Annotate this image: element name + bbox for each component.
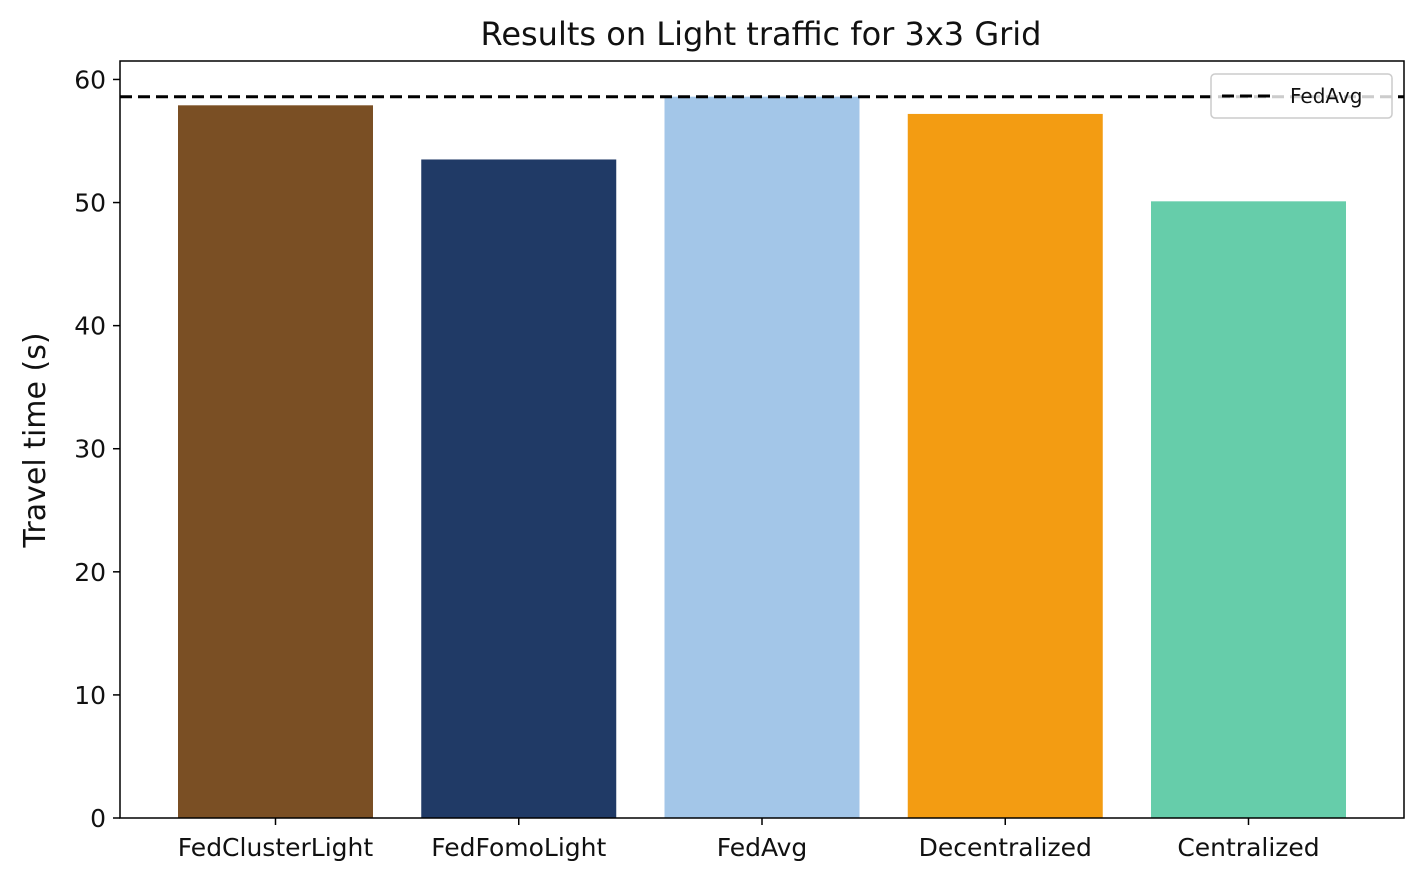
bar-fedfomolight [421,159,617,818]
legend: FedAvg [1210,73,1393,119]
y-axis-label: Travel time (s) [18,332,53,548]
bar-fedavg [664,96,860,819]
y-tick-label: 40 [74,312,106,341]
y-tick-label: 0 [90,804,106,833]
y-tick-label: 20 [74,558,106,587]
y-tick-label: 60 [74,65,106,94]
bar-centralized [1151,201,1346,818]
legend-box [1210,73,1393,119]
x-tick-label: FedAvg [717,833,808,862]
x-tick-label: FedClusterLight [178,833,374,862]
x-tick-label: Decentralized [919,833,1092,862]
bars-layer [178,96,1346,819]
chart-title: Results on Light traffic for 3x3 Grid [481,15,1042,53]
legend-entry-fedavg: FedAvg [1290,84,1362,108]
x-tick-label: FedFomoLight [431,833,606,862]
y-tick-label: 30 [74,435,106,464]
x-tick-label: Centralized [1177,833,1319,862]
y-tick-label: 10 [74,681,106,710]
y-tick-label: 50 [74,189,106,218]
x-ticks: FedClusterLight FedFomoLight FedAvg Decentr… [178,818,1320,862]
y-ticks: 0 10 20 30 40 50 60 [74,65,120,833]
bar-decentralized [907,113,1103,818]
plot-frame [119,60,1405,819]
bar-fedclusterlight [178,105,373,818]
